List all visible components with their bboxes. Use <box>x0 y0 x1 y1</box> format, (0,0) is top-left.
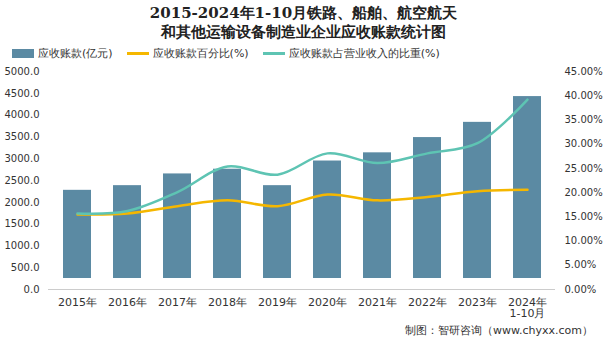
svg-text:2500.0: 2500.0 <box>5 175 40 186</box>
svg-text:0.0: 0.0 <box>24 284 40 295</box>
svg-text:2015年: 2015年 <box>58 296 97 309</box>
svg-text:45.00%: 45.00% <box>565 66 603 77</box>
svg-text:30.00%: 30.00% <box>565 138 603 149</box>
svg-text:2022年: 2022年 <box>408 296 447 309</box>
svg-text:2023年: 2023年 <box>458 296 497 309</box>
svg-text:3000.0: 3000.0 <box>5 153 40 164</box>
svg-text:15.00%: 15.00% <box>565 211 603 222</box>
svg-text:35.00%: 35.00% <box>565 114 603 125</box>
svg-text:5.00%: 5.00% <box>565 259 597 270</box>
svg-text:4000.0: 4000.0 <box>5 109 40 120</box>
svg-text:2016年: 2016年 <box>108 296 147 309</box>
svg-text:2018年: 2018年 <box>208 296 247 309</box>
html-text:应收账款占营业收入的比重(%): 应收账款占营业收入的比重(%) <box>288 47 440 60</box>
svg-text:3500.0: 3500.0 <box>5 131 40 142</box>
svg-text:40.00%: 40.00% <box>565 90 603 101</box>
svg-text:2017年: 2017年 <box>158 296 197 309</box>
svg-text:0.00%: 0.00% <box>565 284 597 295</box>
svg-text:10.00%: 10.00% <box>565 235 603 246</box>
svg-text:2020年: 2020年 <box>308 296 347 309</box>
svg-text:5000.0: 5000.0 <box>5 66 40 77</box>
svg-text:1500.0: 1500.0 <box>5 218 40 229</box>
svg-text:2000.0: 2000.0 <box>5 197 40 208</box>
svg-text:25.00%: 25.00% <box>565 163 603 174</box>
html-text:制图：智研咨询（www.chyxx.com）: 制图：智研咨询（www.chyxx.com） <box>405 324 593 337</box>
svg-text:20.00%: 20.00% <box>565 187 603 198</box>
html-text:应收账款(亿元): 应收账款(亿元) <box>38 47 113 60</box>
svg-text:4500.0: 4500.0 <box>5 88 40 99</box>
svg-text:2021年: 2021年 <box>358 296 397 309</box>
svg-text:1000.0: 1000.0 <box>5 240 40 251</box>
svg-text:2019年: 2019年 <box>258 296 297 309</box>
svg-text:500.0: 500.0 <box>11 262 40 273</box>
svg-text:2024年1-10月: 2024年1-10月 <box>508 296 547 320</box>
html-text:2015-2024年1-10月铁路、船舶、航空航天 和其他运: 2015-2024年1-10月铁路、船舶、航空航天 和其他运输设备制造业企业应收… <box>149 4 458 41</box>
html-text:应收账款百分比(%): 应收账款百分比(%) <box>152 47 249 60</box>
